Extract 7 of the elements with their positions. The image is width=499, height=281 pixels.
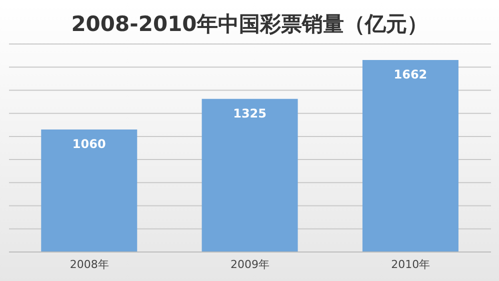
- data-label: 1325: [233, 106, 267, 120]
- x-tick-label: 2009年: [230, 258, 270, 271]
- data-label: 1662: [394, 67, 428, 82]
- x-tick-label: 2008年: [70, 258, 109, 271]
- data-label: 1060: [72, 137, 106, 152]
- x-tick-label: 2010年: [391, 258, 430, 271]
- chart-title: 2008-2010年中国彩票销量（亿元）: [70, 11, 429, 38]
